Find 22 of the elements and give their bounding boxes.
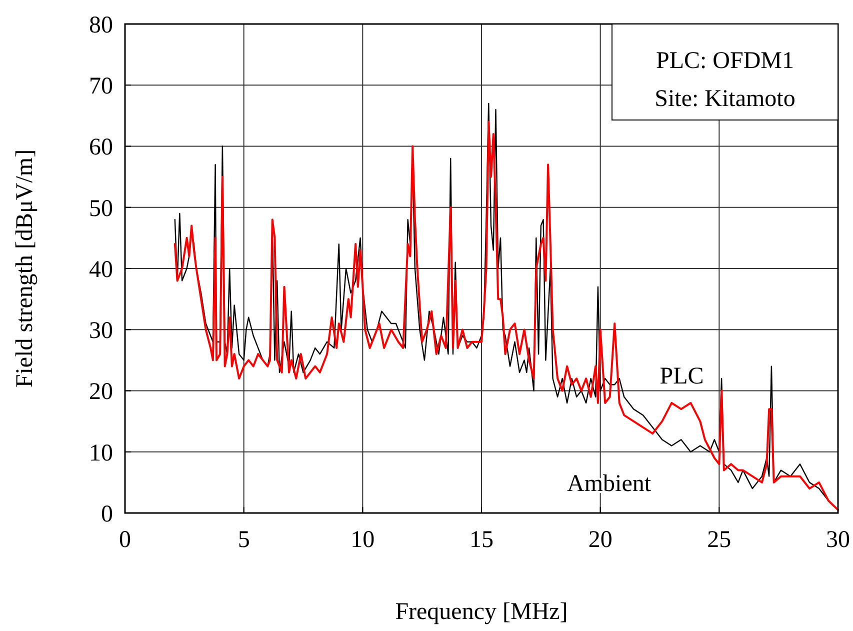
y-tick-label: 40 bbox=[89, 256, 113, 283]
y-axis-title: Field strength [dBμV/m] bbox=[12, 149, 38, 388]
annotation: PLC: OFDM1 bbox=[656, 48, 794, 74]
annotation: Site: Kitamoto bbox=[654, 86, 796, 112]
y-tick-label: 60 bbox=[89, 134, 113, 161]
y-tick-label: 20 bbox=[89, 379, 113, 406]
y-tick-label: 50 bbox=[89, 196, 113, 222]
y-tick-label: 0 bbox=[101, 501, 113, 528]
y-tick-label: 80 bbox=[89, 12, 113, 38]
note-box: PLC: OFDM1 Site: Kitamoto bbox=[612, 24, 838, 120]
y-tick-label: 70 bbox=[89, 74, 113, 100]
x-tick-label: 20 bbox=[588, 527, 612, 553]
y-tick-label: 30 bbox=[89, 318, 113, 344]
x-tick-label: 15 bbox=[470, 527, 494, 553]
y-tick-label: 10 bbox=[89, 440, 113, 466]
series-label: PLC bbox=[660, 363, 704, 390]
x-tick-label: 10 bbox=[350, 527, 375, 553]
x-axis-title: Frequency [MHz] bbox=[395, 599, 568, 625]
x-tick-label: 5 bbox=[238, 527, 250, 553]
x-tick-label: 30 bbox=[826, 527, 850, 553]
x-tick-label: 25 bbox=[707, 527, 732, 553]
x-tick-label: 0 bbox=[119, 527, 131, 553]
